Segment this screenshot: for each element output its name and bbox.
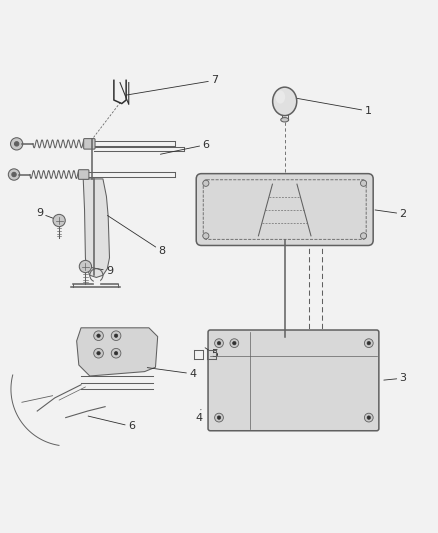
Text: 7: 7 [125,75,218,95]
Polygon shape [83,179,110,278]
Circle shape [14,142,19,146]
Circle shape [8,169,20,180]
Ellipse shape [272,87,297,116]
Circle shape [97,351,100,355]
Text: 2: 2 [375,209,406,219]
Circle shape [364,339,373,348]
Circle shape [111,349,121,358]
Circle shape [79,260,92,273]
Circle shape [53,214,65,227]
Ellipse shape [276,91,285,103]
Circle shape [233,342,236,345]
Text: 4: 4 [196,409,203,423]
Circle shape [364,413,373,422]
Circle shape [12,172,16,177]
Circle shape [217,416,221,419]
Circle shape [217,342,221,345]
Circle shape [114,351,118,355]
FancyBboxPatch shape [196,174,373,246]
Text: 1: 1 [297,99,371,116]
Circle shape [203,180,209,187]
Circle shape [97,334,100,337]
Circle shape [11,138,23,150]
Text: 6: 6 [88,416,135,431]
Circle shape [215,413,223,422]
FancyBboxPatch shape [78,169,89,179]
Text: 3: 3 [384,373,406,383]
FancyBboxPatch shape [84,139,95,149]
Circle shape [360,233,367,239]
Text: 8: 8 [107,215,166,256]
Text: 9: 9 [36,208,57,220]
Circle shape [215,339,223,348]
FancyBboxPatch shape [208,330,379,431]
Ellipse shape [281,118,289,122]
Text: 9: 9 [88,266,113,276]
Circle shape [230,339,239,348]
Text: 6: 6 [160,140,209,154]
Text: 4: 4 [147,368,196,379]
Circle shape [94,349,103,358]
Polygon shape [77,328,158,376]
Circle shape [203,233,209,239]
Circle shape [360,180,367,187]
Circle shape [114,334,118,337]
Circle shape [111,331,121,341]
Circle shape [94,331,103,341]
Circle shape [367,342,371,345]
Circle shape [367,416,371,419]
Text: 5: 5 [205,348,218,359]
